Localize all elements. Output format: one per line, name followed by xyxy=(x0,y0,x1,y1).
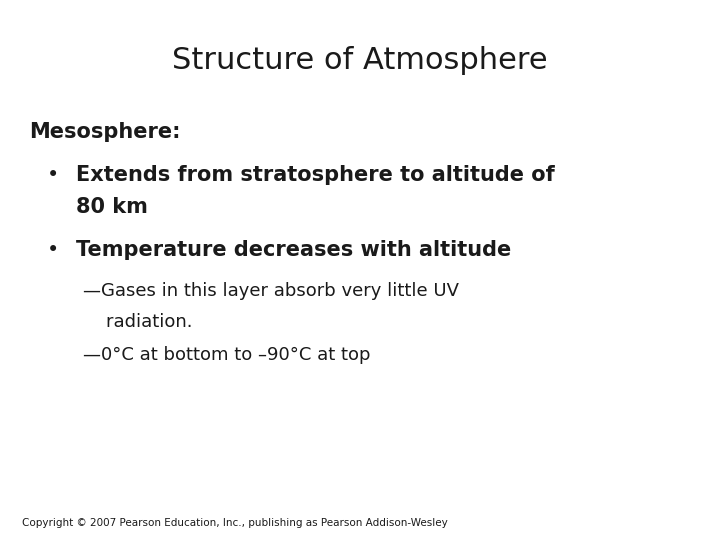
Text: Extends from stratosphere to altitude of: Extends from stratosphere to altitude of xyxy=(76,165,554,185)
Text: Temperature decreases with altitude: Temperature decreases with altitude xyxy=(76,240,511,260)
Text: radiation.: radiation. xyxy=(83,313,192,331)
Text: •: • xyxy=(47,240,59,260)
Text: —Gases in this layer absorb very little UV: —Gases in this layer absorb very little … xyxy=(83,282,459,300)
Text: Copyright © 2007 Pearson Education, Inc., publishing as Pearson Addison-Wesley: Copyright © 2007 Pearson Education, Inc.… xyxy=(22,518,447,528)
Text: Structure of Atmosphere: Structure of Atmosphere xyxy=(172,46,548,75)
Text: 80 km: 80 km xyxy=(76,197,148,217)
Text: —0°C at bottom to –90°C at top: —0°C at bottom to –90°C at top xyxy=(83,346,370,363)
Text: •: • xyxy=(47,165,59,185)
Text: Mesosphere:: Mesosphere: xyxy=(29,122,180,141)
